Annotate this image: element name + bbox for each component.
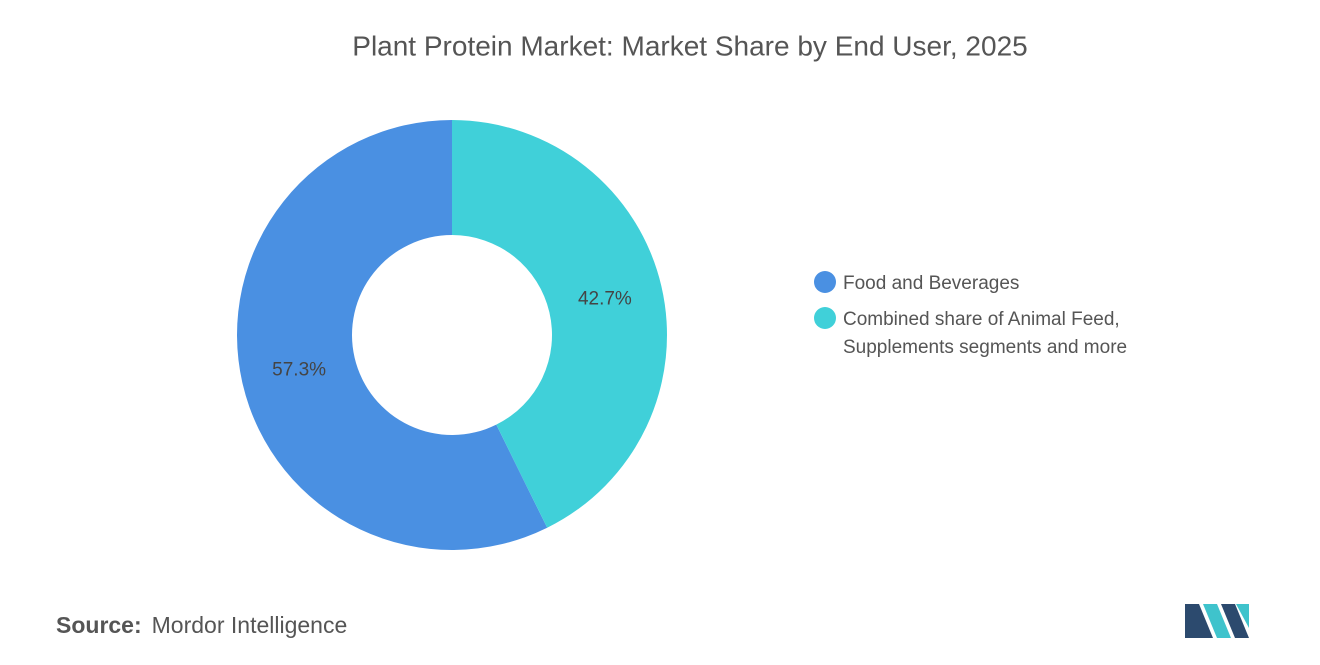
legend-label: Combined share of Animal Feed, Supplemen… bbox=[843, 309, 1128, 358]
source-text: Mordor Intelligence bbox=[151, 612, 348, 638]
legend-item: Food and Beverages bbox=[814, 270, 1184, 298]
logo bbox=[1185, 604, 1249, 638]
legend: Food and Beverages Combined share of Anim… bbox=[814, 270, 1184, 370]
source: Source: Mordor Intelligence bbox=[56, 612, 347, 639]
legend-label: Food and Beverages bbox=[843, 273, 1020, 294]
donut-slice bbox=[236, 120, 548, 551]
data-label: 42.7% bbox=[578, 288, 632, 309]
legend-item: Combined share of Animal Feed, Supplemen… bbox=[814, 306, 1184, 362]
chart-title: Plant Protein Market: Market Share by En… bbox=[352, 30, 1027, 61]
legend-swatch bbox=[814, 307, 836, 329]
data-label: 57.3% bbox=[272, 360, 326, 381]
legend-swatch bbox=[814, 271, 836, 293]
donut-slice bbox=[452, 120, 667, 528]
source-label: Source: bbox=[56, 612, 142, 638]
